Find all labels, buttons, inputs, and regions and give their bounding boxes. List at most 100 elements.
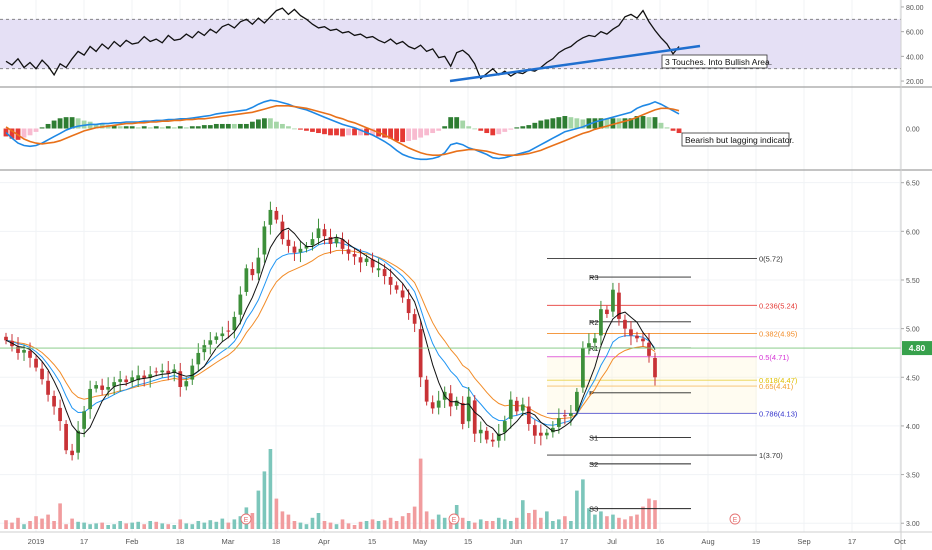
volume-bars bbox=[4, 449, 657, 529]
price-tick-label: 5.50 bbox=[906, 278, 920, 285]
macd-hist-bar bbox=[496, 128, 502, 135]
candle bbox=[334, 234, 339, 248]
price-scale[interactable]: 80.00 60.00 40.00 20.00 0.00 6.50 6.00 5.50 5.00… bbox=[901, 5, 924, 528]
candle-body bbox=[346, 249, 351, 254]
candle-body bbox=[460, 402, 465, 424]
rsi-panel[interactable]: 3 Touches. Into Bullish Area. bbox=[0, 7, 901, 83]
candle-body bbox=[334, 238, 339, 244]
macd-hist-bar bbox=[93, 123, 99, 129]
macd-hist-bar bbox=[652, 117, 658, 129]
earnings-icon[interactable] bbox=[729, 513, 741, 525]
fib-level-label: 0.65(4.41) bbox=[759, 382, 794, 391]
macd-hist-bar bbox=[556, 117, 562, 129]
candle bbox=[160, 363, 165, 378]
macd-hist-bar bbox=[574, 118, 580, 129]
macd-hist-bar bbox=[213, 123, 219, 129]
macd-hist-bar bbox=[358, 128, 363, 136]
earnings-icon[interactable] bbox=[448, 513, 460, 525]
candle bbox=[46, 371, 50, 402]
candle-body bbox=[466, 396, 471, 422]
volume-bar bbox=[563, 516, 567, 529]
volume-bar bbox=[587, 508, 591, 529]
earnings-icon[interactable] bbox=[240, 513, 252, 525]
macd-hist-bar bbox=[207, 125, 213, 129]
candle-body bbox=[478, 429, 483, 434]
candle-body bbox=[653, 358, 657, 378]
earnings-label: E bbox=[733, 517, 738, 524]
volume-bar bbox=[274, 498, 279, 529]
candle bbox=[406, 289, 411, 320]
candle bbox=[394, 281, 399, 294]
volume-bar bbox=[16, 517, 20, 529]
volume-bar bbox=[376, 521, 381, 529]
time-scale[interactable]: 2019 17 Feb 18 Mar 18 Apr 15 May 15 Jun 17 Jul 16 Aug 1… bbox=[28, 537, 907, 546]
macd-hist-bar bbox=[177, 126, 183, 129]
candle-body bbox=[352, 253, 357, 257]
candle bbox=[526, 396, 531, 431]
macd-hist-bar bbox=[286, 126, 291, 129]
candle-body bbox=[448, 393, 453, 407]
candle bbox=[232, 311, 237, 339]
macd-hist-bar bbox=[328, 128, 333, 136]
candle-body bbox=[82, 411, 86, 429]
macd-hist-bar bbox=[538, 120, 544, 129]
volume-bar bbox=[629, 516, 633, 529]
volume-bar bbox=[172, 525, 177, 529]
candle-body bbox=[202, 345, 207, 353]
volume-bar bbox=[310, 517, 315, 529]
candle bbox=[256, 247, 261, 281]
candle-body bbox=[623, 319, 627, 329]
candle-body bbox=[532, 425, 537, 436]
candle-body bbox=[436, 400, 441, 408]
volume-bar bbox=[166, 524, 171, 529]
macd-hist-bar bbox=[310, 128, 315, 132]
volume-bar bbox=[569, 521, 573, 529]
candle-body bbox=[406, 299, 411, 314]
macd-hist-bar bbox=[304, 128, 309, 131]
macd-panel[interactable]: Bearish but lagging indicator. bbox=[3, 99, 795, 161]
candle bbox=[76, 421, 80, 460]
candle-body bbox=[154, 371, 159, 373]
macd-hist-bar bbox=[63, 117, 69, 129]
volume-bar bbox=[250, 513, 255, 529]
candle bbox=[376, 258, 381, 278]
candle bbox=[238, 286, 243, 325]
candle bbox=[190, 358, 195, 385]
candle-body bbox=[94, 385, 99, 389]
candle bbox=[322, 223, 327, 245]
volume-bar bbox=[520, 500, 525, 529]
candle bbox=[100, 378, 105, 396]
candle-body bbox=[587, 343, 591, 348]
candle-body bbox=[496, 433, 501, 441]
candle-body bbox=[617, 292, 621, 319]
candle-body bbox=[70, 450, 74, 456]
candle-body bbox=[454, 400, 459, 406]
volume-bar bbox=[100, 522, 104, 529]
volume-bar bbox=[196, 521, 201, 529]
price-panel[interactable]: 0(5.72) 0.236(5.24) 0.382(4.95) 0.5(4.71) 0.… bbox=[0, 201, 901, 529]
candle-body bbox=[647, 342, 651, 356]
candle bbox=[472, 395, 477, 442]
time-tick-label: May bbox=[413, 537, 427, 546]
fib-level-label: 0(5.72) bbox=[759, 255, 783, 264]
candle bbox=[484, 426, 489, 444]
candle-body bbox=[605, 309, 609, 315]
volume-bar bbox=[154, 521, 159, 529]
candle-body bbox=[178, 371, 183, 387]
candle-body bbox=[593, 338, 597, 343]
candlesticks bbox=[4, 201, 657, 461]
macd-hist-bar bbox=[147, 127, 153, 129]
candle bbox=[28, 342, 32, 368]
candle bbox=[328, 228, 333, 254]
volume-bar bbox=[70, 518, 74, 529]
candle-body bbox=[136, 375, 141, 381]
candle bbox=[424, 375, 429, 406]
macd-hist-bar bbox=[195, 126, 201, 129]
volume-bar bbox=[527, 513, 531, 529]
candle bbox=[208, 332, 213, 355]
volume-bar bbox=[52, 521, 56, 529]
rsi-trendline[interactable] bbox=[449, 44, 701, 83]
macd-hist-bar bbox=[249, 121, 255, 129]
